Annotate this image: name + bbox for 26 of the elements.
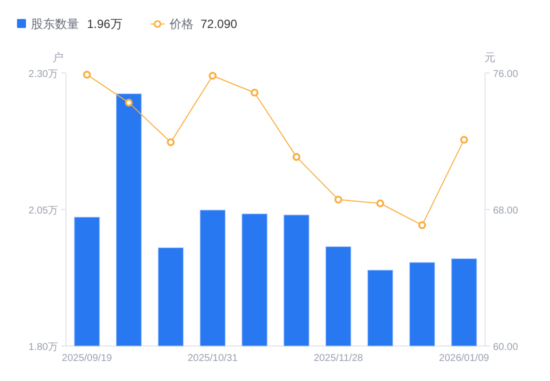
point <box>208 72 217 80</box>
y2-tick-label: 76.00 <box>493 69 518 80</box>
point <box>166 138 175 146</box>
text: 1.96万 <box>87 17 122 31</box>
x-tick-label: 2025/11/28 <box>314 353 364 364</box>
y2-tick-label: 68.00 <box>493 206 518 216</box>
point <box>418 221 426 230</box>
y-tick-label: 2.05万 <box>28 206 58 216</box>
point <box>376 199 384 208</box>
point <box>83 70 91 79</box>
x-tick-label: 2025/09/19 <box>62 353 112 364</box>
point <box>250 88 258 97</box>
point <box>334 196 342 204</box>
point <box>292 153 300 161</box>
legend-label: 价格 <box>168 17 194 31</box>
point <box>460 136 468 144</box>
legend-label: 股东数量 <box>31 17 79 31</box>
point <box>124 98 133 107</box>
y-tick-label: 2.30万 <box>28 69 58 80</box>
x-tick-label: 2025/10/31 <box>188 353 238 364</box>
y-axis-title: 户 <box>52 51 64 64</box>
y-tick-label: 1.80万 <box>28 342 58 353</box>
x-tick-label: 2026/01/09 <box>439 353 490 364</box>
y2-axis-title: 元 <box>484 52 496 64</box>
text: 72.090 <box>200 17 238 31</box>
y2-tick-label: 60.00 <box>493 342 518 353</box>
